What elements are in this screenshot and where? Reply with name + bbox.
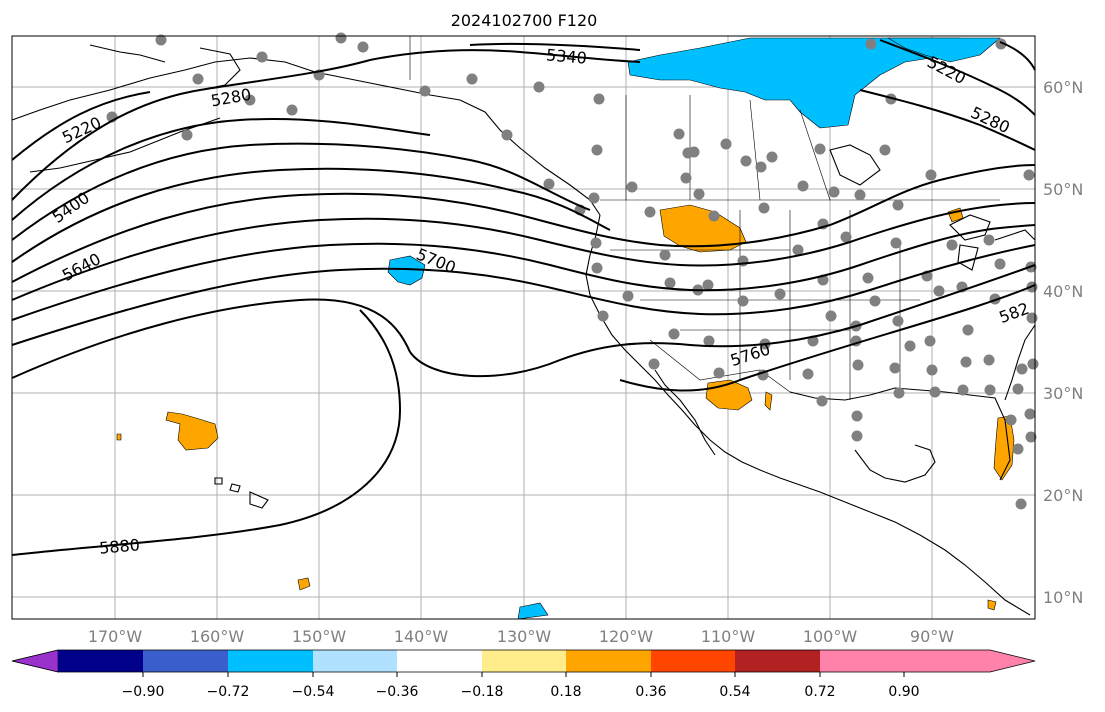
colorbar-segment [651,650,735,672]
lon-label: 110°W [701,627,756,646]
colorbar-segment [397,650,482,672]
colorbar-tick-label: −0.54 [292,684,335,700]
colorbar: −0.90 −0.72 −0.54 −0.36 −0.18 0.18 0.36 … [11,649,1036,700]
colorbar-extend-max [904,650,1035,672]
colorbar-segment [820,650,904,672]
colorbar-tick-label: −0.36 [376,684,419,700]
coastlines-and-borders [11,44,1036,616]
lon-label: 170°W [88,627,143,646]
lat-label: 60°N [1043,78,1083,97]
colorbar-tick-label: 0.90 [888,684,919,700]
colorbar-segment [313,650,397,672]
colorbar-extend-min [11,649,59,673]
lat-label: 40°N [1043,282,1083,301]
lat-label: 20°N [1043,486,1083,505]
negative-anomaly-areas [387,37,1001,620]
contour-label: 5880 [98,535,140,557]
station-dots [106,32,1039,510]
height-contours [11,39,1036,556]
lon-label: 90°W [910,627,954,646]
lon-label: 100°W [803,627,858,646]
lat-label: 10°N [1043,588,1083,607]
colorbar-segment [143,650,228,672]
colorbar-tick-label: −0.18 [461,684,504,700]
lat-label: 30°N [1043,384,1083,403]
graticule [12,36,1035,619]
contour-label: 5340 [545,45,587,67]
map-title: 2024102700 F120 [451,11,598,30]
map-panel: 5220 5280 5340 5400 5640 5700 5760 5880 … [11,32,1039,620]
colorbar-tick-label: 0.72 [804,684,835,700]
colorbar-segment [58,650,143,672]
colorbar-tick-label: 0.18 [550,684,581,700]
lon-label: 120°W [599,627,654,646]
colorbar-segment [735,650,820,672]
colorbar-segment [482,650,566,672]
colorbar-tick-label: −0.90 [122,684,165,700]
colorbar-segment [566,650,651,672]
lat-label: 50°N [1043,180,1083,199]
lon-label: 140°W [394,627,449,646]
lon-label: 160°W [190,627,245,646]
colorbar-tick-label: 0.36 [635,684,666,700]
political-boundaries [409,36,1000,400]
colorbar-tick-label: −0.72 [207,684,250,700]
lon-label: 130°W [497,627,552,646]
colorbar-segment [228,650,313,672]
lon-label: 150°W [292,627,347,646]
latitude-labels: 60°N 50°N 40°N 30°N 20°N 10°N [1043,78,1083,607]
longitude-labels: 170°W 160°W 150°W 140°W 130°W 120°W 110°… [88,627,954,646]
colorbar-tick-label: 0.54 [719,684,750,700]
